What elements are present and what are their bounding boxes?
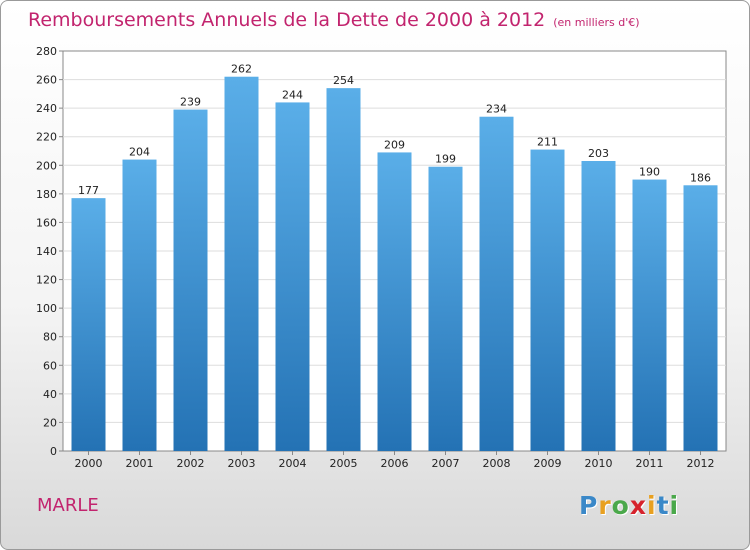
data-label-2002: 239 [180,96,201,109]
data-label-2004: 244 [282,88,303,101]
x-tick-label-2012: 2012 [687,457,715,470]
y-tick-label: 40 [43,388,57,401]
logo-letter: P [579,491,599,520]
y-tick-label: 0 [50,445,57,458]
y-tick-label: 80 [43,331,57,344]
data-label-2008: 234 [486,103,507,116]
x-tick-label-2009: 2009 [534,457,562,470]
logo-letter: r [598,491,612,520]
y-tick-label: 260 [36,74,57,87]
bar-2001 [122,159,157,452]
y-tick-label: 220 [36,131,57,144]
data-label-2003: 262 [231,63,252,76]
x-tick-label-2000: 2000 [75,457,103,470]
y-tick-label: 120 [36,274,57,287]
x-tick-label-2006: 2006 [381,457,409,470]
x-tick-label-2010: 2010 [585,457,613,470]
y-tick-label: 20 [43,416,57,429]
chart-subtitle: (en milliers d'€) [553,16,640,29]
data-label-2009: 211 [537,136,558,149]
x-tick-label-2002: 2002 [177,457,205,470]
bar-2006 [377,152,412,451]
y-tick-label: 240 [36,102,57,115]
logo-letter: x [629,491,647,520]
logo-letter: o [611,491,630,520]
y-tick-label: 180 [36,188,57,201]
bar-2012 [683,185,718,452]
data-label-2010: 203 [588,147,609,160]
data-label-2005: 254 [333,74,354,87]
data-label-2000: 177 [78,184,99,197]
bars: 177 204 239 262 244 254 209 199 234 211 203 190 186 [71,63,718,452]
x-tick-label-2007: 2007 [432,457,460,470]
y-tick-label: 140 [36,245,57,258]
y-tick-label: 160 [36,216,57,229]
y-tick-label: 200 [36,159,57,172]
x-tick-label-2001: 2001 [126,457,154,470]
data-label-2007: 199 [435,153,456,166]
logo-letter: i [669,491,680,520]
data-label-2012: 186 [690,171,711,184]
y-axis: 0 20 40 60 80 100 120 140 160 180 200 220 240 260 280 [36,45,63,458]
bar-2008 [479,116,514,451]
x-tick-label-2005: 2005 [330,457,358,470]
bar-2007 [428,166,463,451]
y-tick-label: 100 [36,302,57,315]
y-tick-label: 280 [36,45,57,58]
bar-2000 [71,198,106,451]
bar-2003 [224,76,259,451]
x-tick-label-2008: 2008 [483,457,511,470]
bar-2004 [275,102,310,451]
logo-letter: i [647,491,657,520]
data-label-2006: 209 [384,138,405,151]
data-label-2001: 204 [129,146,150,159]
bar-2002 [173,109,208,452]
x-tick-label-2003: 2003 [228,457,256,470]
bar-2011 [632,179,667,452]
x-tick-label-2011: 2011 [636,457,664,470]
bar-2009 [530,149,565,452]
x-tick-label-2004: 2004 [279,457,307,470]
chart-title: Remboursements Annuels de la Dette de 20… [28,9,640,31]
logo-letter: t [656,491,670,520]
bar-2010 [581,161,616,451]
data-label-2011: 190 [639,166,660,179]
bar-2005 [326,88,361,452]
y-tick-label: 60 [43,359,57,372]
commune-name: MARLE [37,495,99,516]
proxiti-logo[interactable]: Proxiti [579,491,679,520]
x-axis: 2000 2001 2002 2003 2004 2005 2006 2007 2008 2009… [75,451,715,470]
